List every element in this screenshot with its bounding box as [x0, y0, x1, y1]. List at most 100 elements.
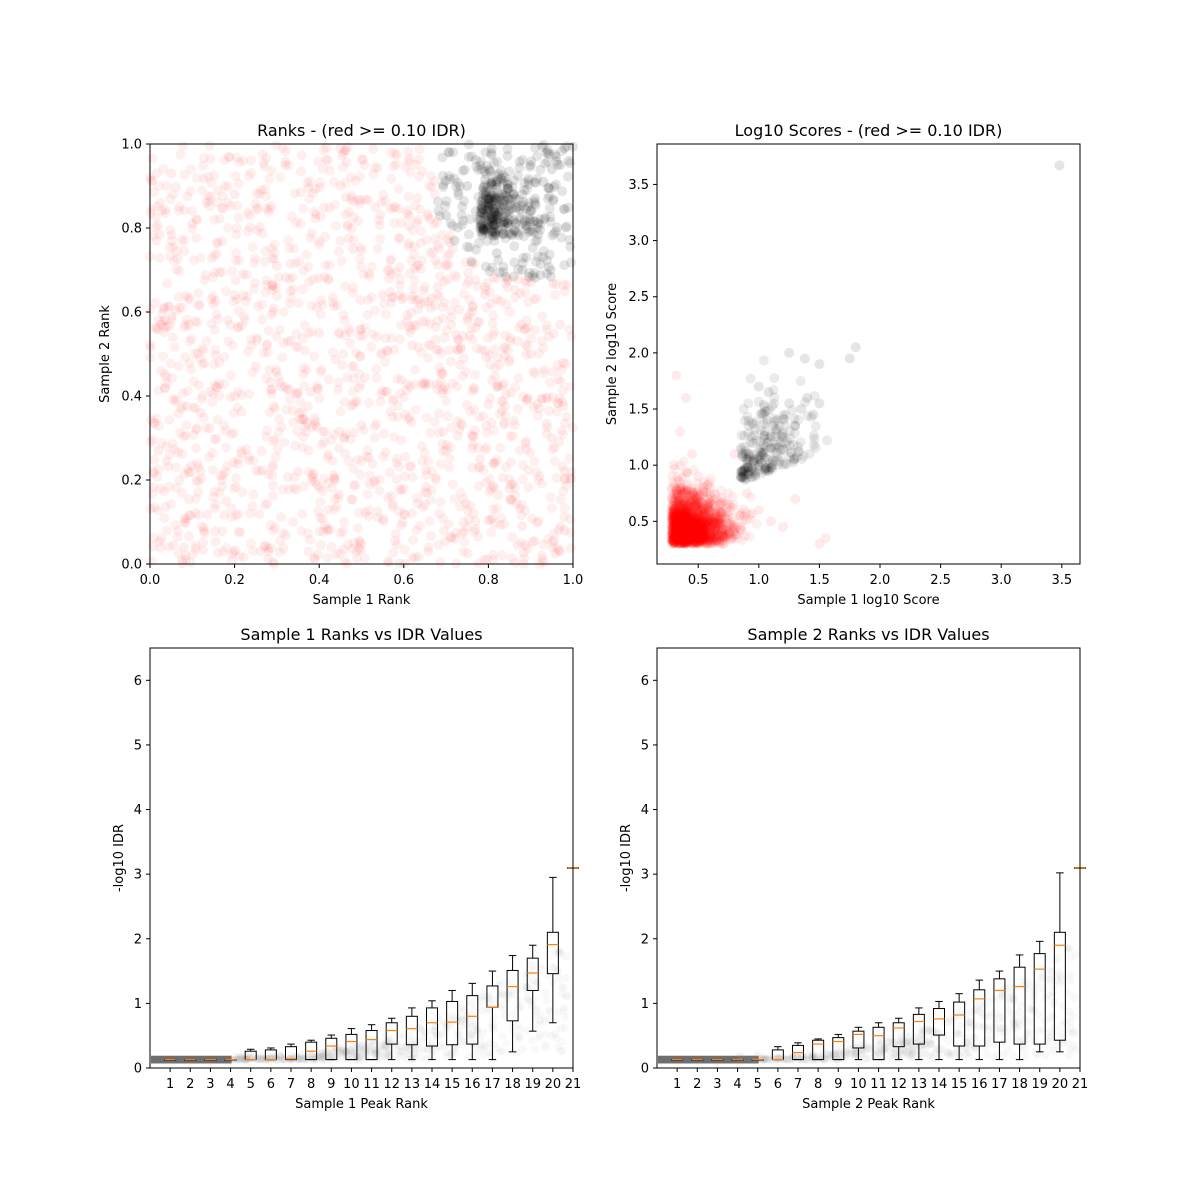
high-idr-point	[562, 280, 573, 291]
high-idr-point	[387, 291, 398, 302]
high-idr-point	[376, 197, 387, 208]
low-idr-point	[497, 188, 508, 199]
high-idr-point	[416, 347, 427, 358]
high-idr-point	[299, 320, 310, 331]
high-idr-point	[723, 488, 734, 499]
high-idr-point	[557, 385, 568, 396]
high-idr-point	[416, 379, 427, 390]
data-point	[717, 525, 728, 536]
low-idr-point	[456, 219, 467, 230]
high-idr-point	[267, 480, 278, 491]
high-idr-point	[285, 335, 296, 346]
high-idr-point	[385, 286, 396, 297]
high-idr-point	[233, 305, 244, 316]
high-idr-point	[394, 233, 405, 244]
high-idr-point	[163, 481, 174, 492]
high-idr-point	[386, 491, 397, 502]
low-idr-point	[444, 147, 455, 158]
high-idr-point	[435, 376, 446, 387]
high-idr-point	[163, 461, 174, 472]
high-idr-point	[307, 472, 318, 483]
high-idr-point	[542, 534, 553, 545]
high-idr-point	[225, 319, 236, 330]
high-idr-point	[466, 430, 477, 441]
low-idr-point	[470, 154, 481, 165]
high-idr-point	[177, 558, 188, 569]
high-idr-point	[432, 259, 443, 270]
high-idr-point	[394, 461, 405, 472]
high-idr-point	[199, 358, 210, 369]
high-idr-point	[425, 248, 436, 259]
high-idr-point	[297, 414, 308, 425]
idr-point	[561, 1013, 570, 1022]
high-idr-point	[490, 457, 501, 468]
high-idr-point	[482, 333, 493, 344]
high-idr-point	[173, 447, 184, 458]
high-idr-point	[354, 253, 365, 264]
low-idr-point	[457, 165, 468, 176]
scores-title: Log10 Scores - (red >= 0.10 IDR)	[735, 121, 1003, 140]
high-idr-point	[420, 282, 431, 293]
high-idr-point	[238, 155, 249, 166]
idr-point	[1015, 1008, 1024, 1017]
low-idr-point	[545, 265, 556, 276]
high-idr-point	[300, 421, 311, 432]
idr-point	[398, 1044, 407, 1053]
idr-point	[468, 1021, 477, 1030]
data-point	[753, 381, 764, 392]
high-idr-point	[558, 279, 569, 290]
high-idr-point	[377, 348, 388, 359]
high-idr-point	[393, 411, 404, 422]
high-idr-point	[176, 234, 187, 245]
y-tick-label: 0.0	[121, 558, 142, 573]
high-idr-point	[196, 521, 207, 532]
high-idr-point	[267, 462, 278, 473]
high-idr-point	[193, 380, 204, 391]
ranks-scatter-marks	[145, 139, 578, 569]
high-idr-point	[423, 455, 434, 466]
low-idr-point	[535, 259, 546, 270]
high-idr-point	[196, 473, 207, 484]
high-idr-point	[488, 549, 499, 560]
high-idr-point	[258, 347, 269, 358]
high-idr-point	[347, 386, 358, 397]
high-idr-point	[454, 304, 465, 315]
high-idr-point	[480, 285, 491, 296]
high-idr-point	[238, 311, 249, 322]
low-idr-point	[451, 181, 462, 192]
high-idr-point	[304, 193, 315, 204]
high-idr-point	[254, 188, 265, 199]
high-idr-point	[348, 282, 359, 293]
high-idr-point	[209, 433, 220, 444]
high-idr-point	[350, 175, 361, 186]
high-idr-point	[424, 318, 435, 329]
low-idr-point	[471, 161, 482, 172]
high-idr-point	[211, 248, 222, 259]
low-idr-point	[486, 143, 497, 154]
data-point	[555, 319, 566, 330]
low-idr-point	[486, 216, 497, 227]
high-idr-point	[425, 339, 436, 350]
x-tick-label: 3	[206, 1077, 214, 1092]
high-idr-point	[241, 444, 252, 455]
high-idr-point	[421, 412, 432, 423]
high-idr-point	[498, 342, 509, 353]
high-idr-point	[252, 225, 263, 236]
high-idr-point	[263, 207, 274, 218]
data-point	[208, 298, 219, 309]
high-idr-point	[517, 474, 528, 485]
high-idr-point	[315, 512, 326, 523]
high-idr-point	[267, 470, 278, 481]
high-idr-point	[183, 531, 194, 542]
high-idr-point	[289, 472, 300, 483]
high-idr-point	[415, 204, 426, 215]
low-idr-point	[531, 256, 542, 267]
high-idr-point	[555, 376, 566, 387]
high-idr-point	[218, 546, 229, 557]
data-point	[802, 392, 813, 403]
x-tick-label: 6	[267, 1077, 275, 1092]
high-idr-point	[406, 417, 417, 428]
high-idr-point	[329, 504, 340, 515]
high-idr-point	[500, 343, 511, 354]
high-idr-point	[440, 261, 451, 272]
